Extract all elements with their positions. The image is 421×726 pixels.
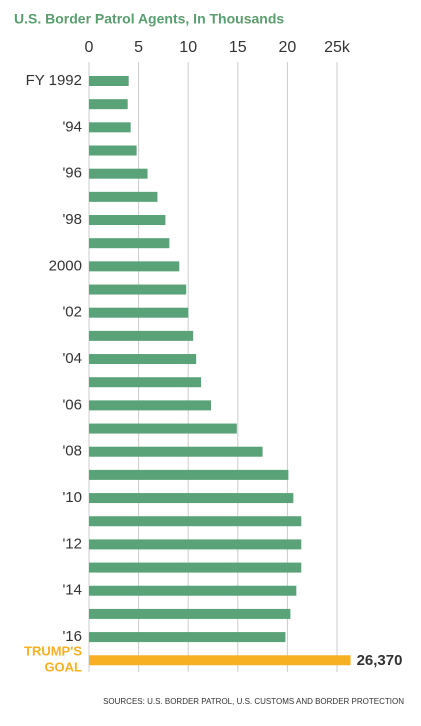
bar xyxy=(89,632,286,643)
bar xyxy=(89,330,194,341)
y-tick-label: TRUMP'S GOAL xyxy=(24,644,82,675)
y-tick-label: '12 xyxy=(62,535,82,552)
y-tick-label: '08 xyxy=(62,443,82,460)
chart-title: U.S. Border Patrol Agents, In Thousands xyxy=(14,11,284,27)
y-tick-label: 2000 xyxy=(49,257,82,274)
y-tick-label: '16 xyxy=(62,628,82,645)
x-tick-label: 5 xyxy=(134,39,143,56)
label-line: TRUMP'S xyxy=(24,644,82,659)
bar xyxy=(89,562,302,573)
y-tick-label: FY 1992 xyxy=(26,72,82,89)
bar xyxy=(89,191,158,202)
bar xyxy=(89,493,294,504)
x-tick-label: 10 xyxy=(179,39,197,56)
x-tick-label: 15 xyxy=(229,39,247,56)
bar xyxy=(89,608,291,619)
bar xyxy=(89,354,197,365)
y-tick-label: '04 xyxy=(62,350,82,367)
bar xyxy=(89,284,187,295)
y-tick-label: '10 xyxy=(62,489,82,506)
label-line: GOAL xyxy=(44,660,82,675)
y-tick-label: '96 xyxy=(62,165,82,182)
bar xyxy=(89,446,263,457)
bar xyxy=(89,168,148,179)
bar xyxy=(89,585,297,596)
bar xyxy=(89,99,128,110)
bar xyxy=(89,238,170,249)
bar xyxy=(89,655,351,666)
bar xyxy=(89,516,302,527)
bar xyxy=(89,145,137,156)
bar xyxy=(89,539,302,550)
bar xyxy=(89,400,212,411)
bar xyxy=(89,423,237,434)
source: SOURCES: U.S. BORDER PATROL, U.S. CUSTOM… xyxy=(103,697,404,706)
y-tick-label: '02 xyxy=(62,304,82,321)
x-tick-label: 0 xyxy=(85,39,94,56)
x-tick-label: 20 xyxy=(279,39,297,56)
y-tick-label: '14 xyxy=(62,582,82,599)
bar xyxy=(89,76,129,86)
y-tick-label: '94 xyxy=(62,118,82,135)
x-tick-label: 25k xyxy=(324,39,351,56)
bar xyxy=(89,307,189,318)
y-tick-label: '98 xyxy=(62,211,82,228)
bar xyxy=(89,215,166,226)
bar xyxy=(89,469,289,480)
bar xyxy=(89,122,131,133)
bar xyxy=(89,261,180,272)
y-tick-label: '06 xyxy=(62,396,82,413)
bar xyxy=(89,377,202,388)
value-label: 26,370 xyxy=(357,652,403,669)
